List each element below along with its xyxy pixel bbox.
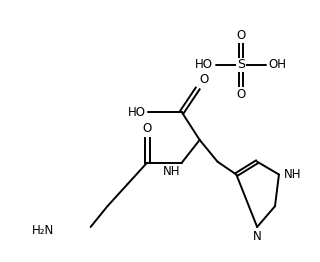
Text: H₂N: H₂N [32, 225, 54, 237]
Text: S: S [237, 58, 245, 72]
Text: NH: NH [284, 168, 301, 181]
Text: OH: OH [269, 58, 287, 72]
Text: O: O [142, 122, 152, 135]
Text: O: O [236, 88, 245, 101]
Text: N: N [253, 230, 261, 243]
Text: HO: HO [195, 58, 213, 72]
Text: O: O [199, 73, 209, 86]
Text: O: O [236, 29, 245, 42]
Text: NH: NH [163, 165, 180, 178]
Text: HO: HO [128, 106, 146, 119]
